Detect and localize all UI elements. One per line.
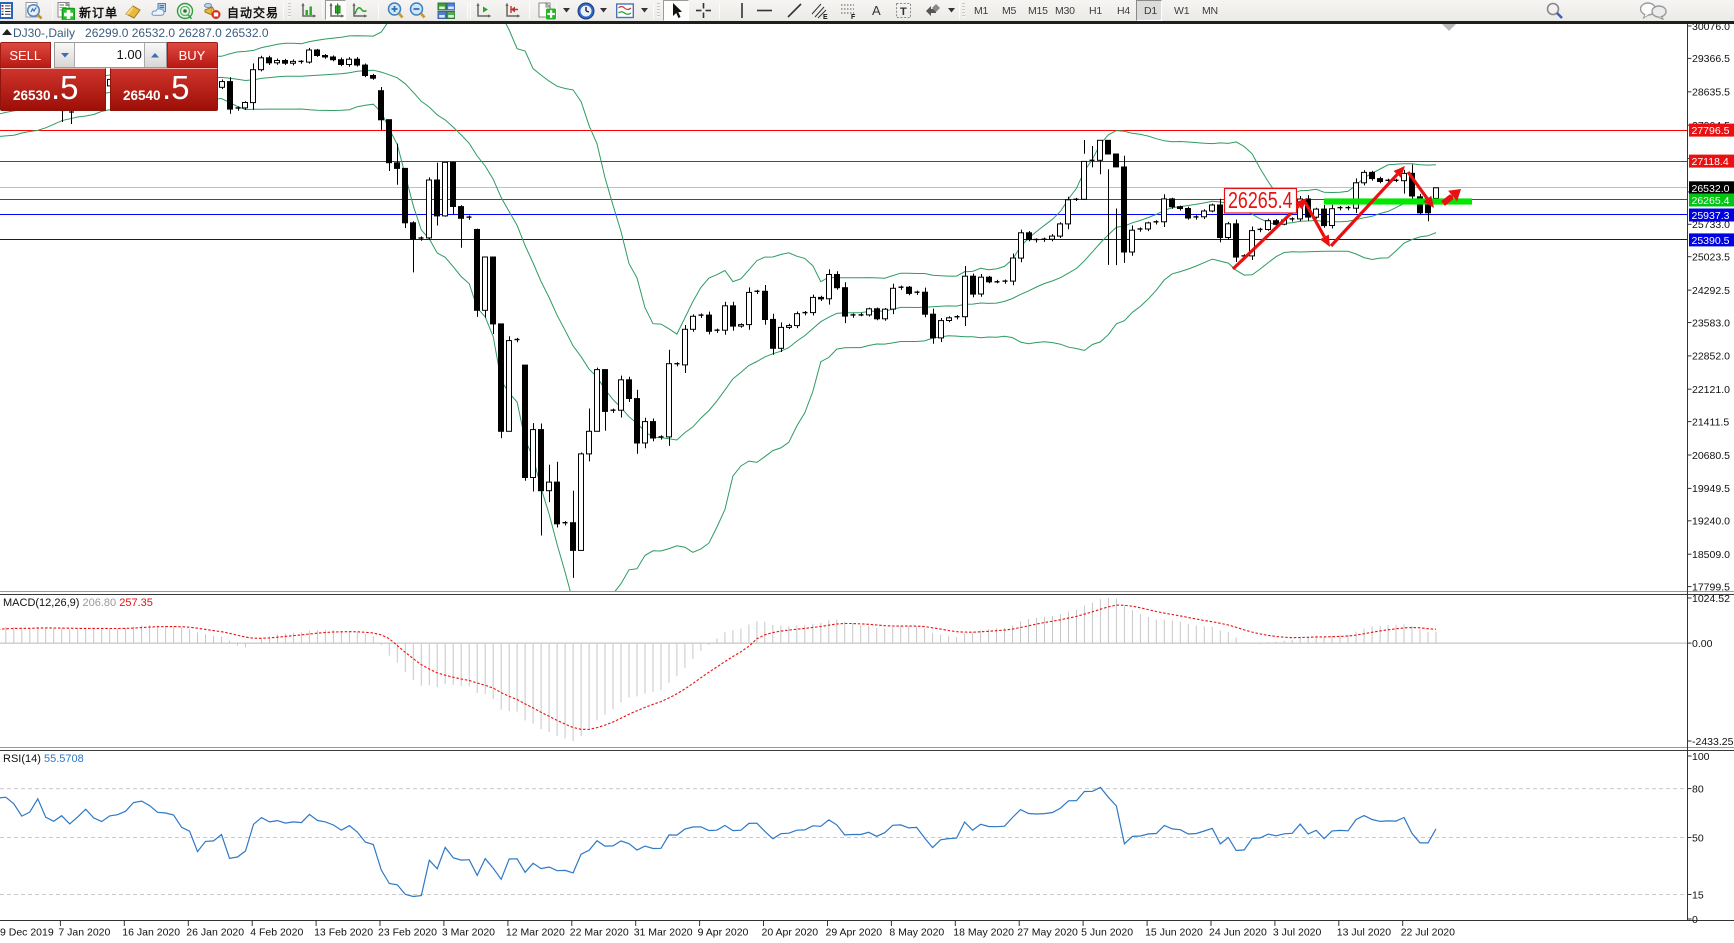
- svg-text:-2433.25: -2433.25: [1692, 736, 1734, 748]
- svg-text:22 Mar 2020: 22 Mar 2020: [570, 927, 629, 939]
- svg-text:30076.0: 30076.0: [1692, 24, 1730, 33]
- svg-text:15 Jun 2020: 15 Jun 2020: [1145, 927, 1203, 939]
- svg-text:26532.0: 26532.0: [1692, 183, 1730, 195]
- svg-text:T: T: [900, 6, 907, 18]
- svg-text:31 Mar 2020: 31 Mar 2020: [634, 927, 693, 939]
- svg-text:19949.5: 19949.5: [1692, 483, 1730, 495]
- svg-text:16 Jan 2020: 16 Jan 2020: [122, 927, 180, 939]
- svg-text:25390.5: 25390.5: [1692, 235, 1730, 247]
- svg-text:3 Mar 2020: 3 Mar 2020: [442, 927, 495, 939]
- svg-text:4 Feb 2020: 4 Feb 2020: [250, 927, 303, 939]
- svg-text:50: 50: [1692, 832, 1704, 844]
- svg-text:3 Jul 2020: 3 Jul 2020: [1273, 927, 1322, 939]
- svg-text:18509.0: 18509.0: [1692, 549, 1730, 561]
- svg-text:12 Mar 2020: 12 Mar 2020: [506, 927, 565, 939]
- svg-text:19240.0: 19240.0: [1692, 516, 1730, 528]
- svg-text:0: 0: [1692, 914, 1698, 926]
- svg-text:23 Feb 2020: 23 Feb 2020: [378, 927, 437, 939]
- svg-text:5 Jun 2020: 5 Jun 2020: [1081, 927, 1133, 939]
- svg-text:27118.4: 27118.4: [1692, 156, 1729, 168]
- svg-text:23583.0: 23583.0: [1692, 317, 1730, 329]
- svg-text:25023.5: 25023.5: [1692, 252, 1730, 264]
- svg-text:E: E: [823, 14, 828, 20]
- svg-text:80: 80: [1692, 783, 1704, 795]
- svg-text:25937.3: 25937.3: [1692, 210, 1730, 222]
- svg-text:15: 15: [1692, 889, 1704, 901]
- svg-text:1024.52: 1024.52: [1692, 593, 1730, 605]
- svg-text:21411.5: 21411.5: [1692, 416, 1729, 428]
- svg-text:13 Jul 2020: 13 Jul 2020: [1337, 927, 1391, 939]
- svg-text:100: 100: [1692, 751, 1710, 763]
- svg-text:9 Dec 2019: 9 Dec 2019: [0, 927, 54, 939]
- svg-text:9 Apr 2020: 9 Apr 2020: [698, 927, 749, 939]
- svg-text:MACD(12,26,9) 206.80 257.35: MACD(12,26,9) 206.80 257.35: [3, 597, 153, 609]
- svg-text:27 May 2020: 27 May 2020: [1017, 927, 1078, 939]
- svg-text:25733.0: 25733.0: [1692, 219, 1730, 231]
- svg-text:26265.4: 26265.4: [1692, 195, 1730, 207]
- svg-text:F: F: [851, 14, 856, 20]
- svg-text:22852.0: 22852.0: [1692, 351, 1730, 363]
- svg-text:29366.5: 29366.5: [1692, 53, 1730, 65]
- svg-text:20 Apr 2020: 20 Apr 2020: [762, 927, 819, 939]
- svg-text:28635.5: 28635.5: [1692, 87, 1730, 99]
- svg-text:26 Jan 2020: 26 Jan 2020: [186, 927, 244, 939]
- svg-text:29 Apr 2020: 29 Apr 2020: [826, 927, 883, 939]
- svg-text:RSI(14) 55.5708: RSI(14) 55.5708: [3, 753, 84, 765]
- svg-text:8 May 2020: 8 May 2020: [889, 927, 944, 939]
- svg-text:0.00: 0.00: [1692, 638, 1713, 650]
- svg-text:22121.0: 22121.0: [1692, 384, 1730, 396]
- svg-text:22 Jul 2020: 22 Jul 2020: [1401, 927, 1455, 939]
- svg-text:13 Feb 2020: 13 Feb 2020: [314, 927, 373, 939]
- svg-text:26265.4: 26265.4: [1228, 187, 1293, 213]
- svg-text:24 Jun 2020: 24 Jun 2020: [1209, 927, 1267, 939]
- svg-text:24292.5: 24292.5: [1692, 285, 1730, 297]
- svg-text:18 May 2020: 18 May 2020: [953, 927, 1014, 939]
- svg-text:27796.5: 27796.5: [1692, 125, 1730, 137]
- svg-text:20680.5: 20680.5: [1692, 450, 1730, 462]
- svg-text:17799.5: 17799.5: [1692, 581, 1730, 593]
- svg-text:7 Jan 2020: 7 Jan 2020: [58, 927, 110, 939]
